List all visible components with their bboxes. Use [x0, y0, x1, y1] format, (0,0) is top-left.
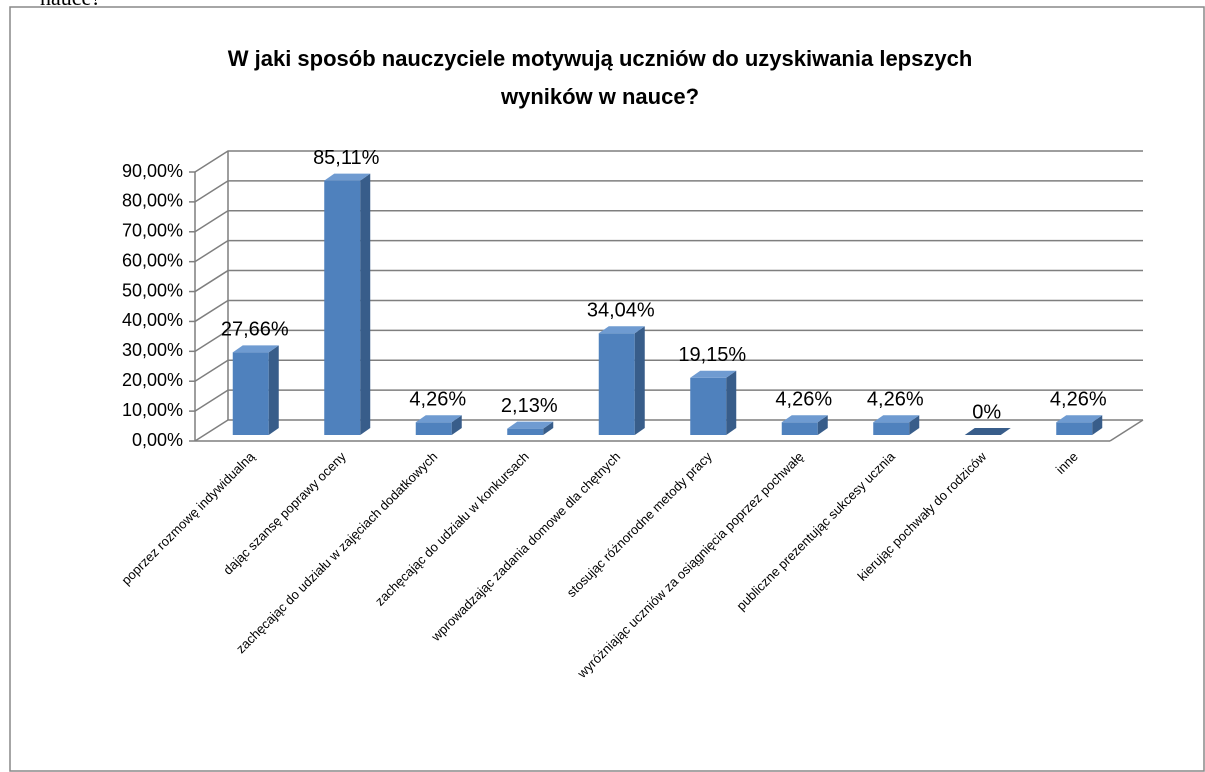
bar-top [781, 415, 828, 423]
value-label: 2,13% [501, 395, 558, 417]
value-label: 19,15% [678, 344, 746, 366]
y-tick-label: 60,00% [122, 250, 183, 270]
grid-line [194, 239, 1143, 263]
chart-title: wyników w nauce? [500, 84, 699, 109]
bar-top [598, 326, 645, 334]
y-tick-label: 90,00% [122, 161, 183, 181]
bar-side [543, 421, 554, 435]
grid-line [194, 150, 1143, 173]
y-tick-label: 0,00% [132, 430, 183, 450]
bar-top [507, 421, 554, 429]
bar [1056, 422, 1093, 435]
bar-top [873, 415, 920, 423]
bar-top [415, 415, 462, 423]
value-label: 0% [972, 401, 1001, 423]
bar-top [690, 370, 737, 378]
value-label: 4,26% [775, 389, 832, 411]
bar [598, 333, 635, 435]
y-tick-label: 50,00% [122, 280, 183, 300]
bar [690, 377, 727, 435]
bar-side [726, 370, 737, 435]
bar [232, 352, 269, 435]
bar-side [1092, 415, 1103, 435]
caption: nauce? [40, 0, 101, 10]
grid-line [194, 389, 1143, 412]
bar-side [817, 415, 828, 435]
bar-top [1056, 415, 1103, 423]
grid-line [194, 269, 1143, 293]
bar-top [232, 345, 279, 353]
axis-line [1109, 419, 1144, 442]
y-tick-label: 10,00% [122, 400, 183, 420]
chart-title: W jaki sposób nauczyciele motywują uczni… [228, 46, 973, 71]
y-tick-label: 20,00% [122, 370, 183, 390]
value-label: 4,26% [409, 389, 466, 411]
bar [781, 422, 818, 435]
grid-line [194, 359, 1143, 382]
value-label: 34,04% [587, 300, 655, 322]
value-label: 4,26% [1050, 389, 1107, 411]
bar-side [360, 173, 371, 435]
y-tick-label: 40,00% [122, 310, 183, 330]
bar-side [909, 415, 920, 435]
bar [873, 422, 910, 435]
grid-line [194, 419, 1143, 442]
bar [507, 428, 544, 435]
bar [415, 422, 452, 435]
y-tick-label: 70,00% [122, 221, 183, 241]
value-label: 27,66% [221, 319, 289, 341]
bar-top [324, 173, 371, 181]
value-label: 4,26% [867, 389, 924, 411]
bar-top [964, 428, 1011, 435]
bar-side [634, 326, 645, 435]
value-label: 85,11% [313, 147, 380, 169]
grid-line [194, 299, 1143, 323]
grid-line [194, 329, 1143, 352]
bar-side [451, 415, 462, 435]
y-tick-label: 80,00% [122, 191, 183, 211]
bar-side [268, 345, 279, 435]
grid-line [194, 210, 1143, 233]
grid-line [194, 180, 1143, 203]
bar [324, 180, 361, 435]
y-tick-label: 30,00% [122, 340, 183, 360]
